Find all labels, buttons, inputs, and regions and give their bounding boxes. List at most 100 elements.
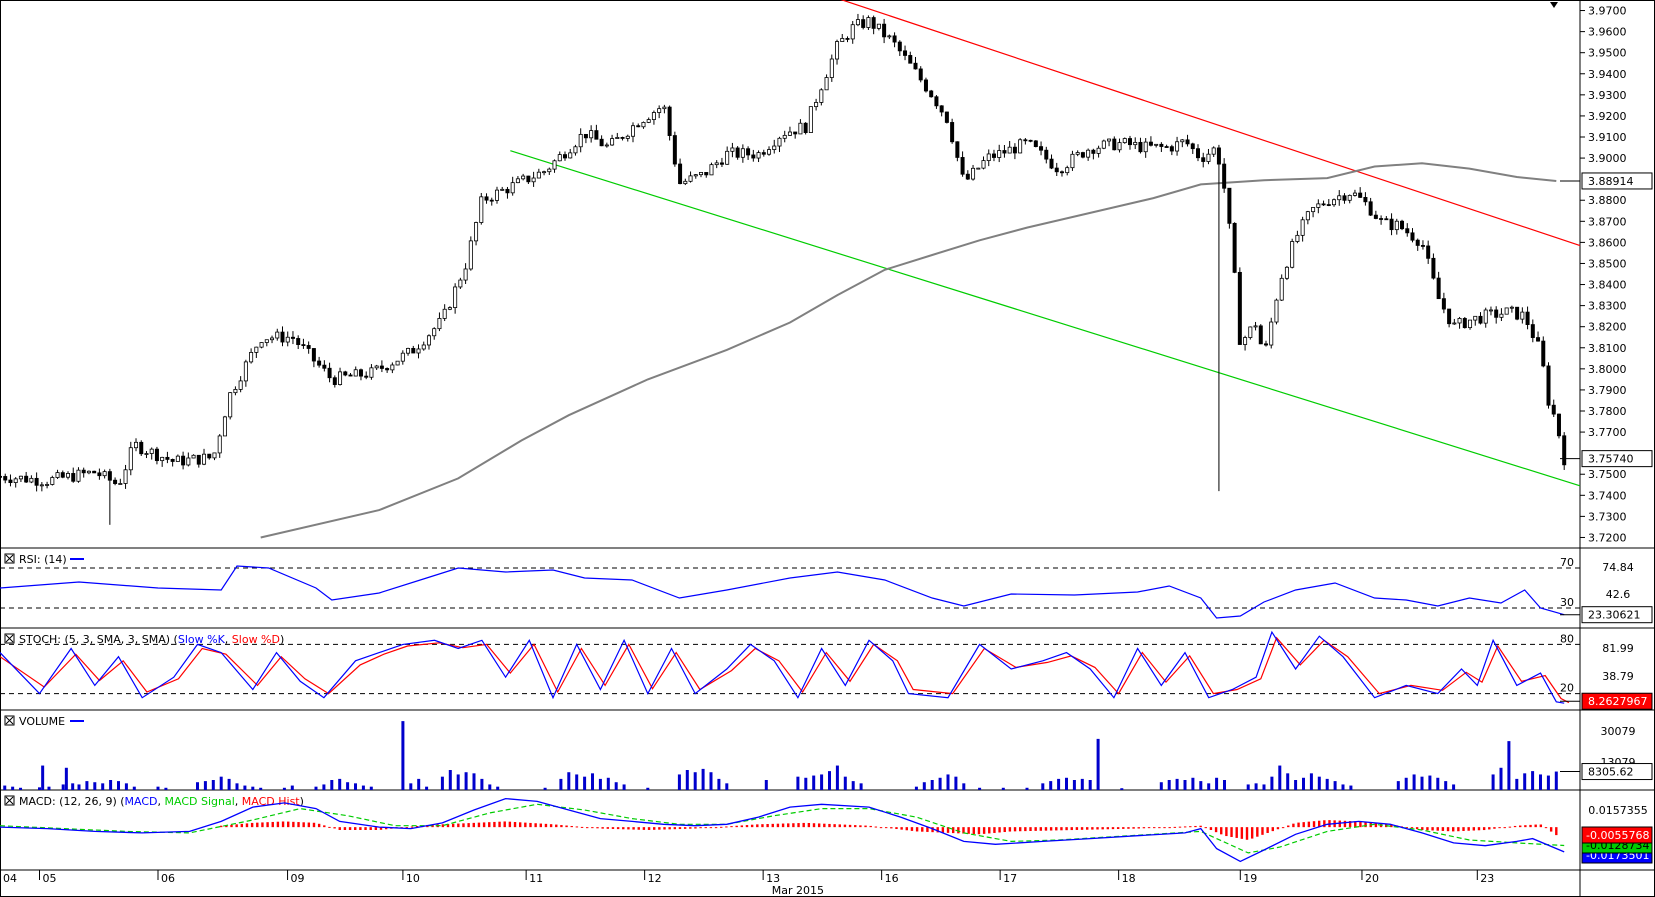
volume-bar [211,780,215,790]
x-tick-label: 06 [161,872,175,885]
trend-line-support [510,150,1581,487]
candle-body [81,469,86,474]
candle-body [474,222,479,242]
x-tick-label: 11 [529,872,543,885]
macd-hist-bar [302,822,305,828]
candle-body [971,167,976,180]
macd-hist-bar [756,824,759,828]
candle-body [170,459,175,462]
volume-bar [338,778,342,790]
candle-body [672,135,677,165]
macd-hist-bar [1307,821,1311,828]
candle-body [1206,153,1211,162]
candle-body [1065,167,1070,174]
macd-hist-bar [513,821,517,828]
candle-body [767,149,772,155]
candle-body [1232,222,1237,273]
macd-hist-bar [1426,827,1429,831]
macd-hist-bar [1338,820,1341,828]
candle-body [552,160,557,170]
candle-body [118,483,123,485]
candle-body [1284,266,1289,279]
macd-hist-bar [787,823,790,828]
candle-body [1473,315,1478,321]
candle-body [934,96,939,107]
candle-body [515,178,520,184]
candle-body [845,38,850,40]
macd-hist-bar [843,824,847,828]
candle-body [160,456,165,462]
candle-body [395,360,400,366]
volume-bar [330,780,334,790]
volume-bar [1246,784,1250,790]
candle-body [1101,140,1106,149]
macd-hist-bar [1524,825,1527,828]
candle-body [798,122,803,135]
candle-body [740,148,745,158]
candle-body [903,50,908,56]
candle-body [76,469,81,482]
candle-body [426,335,431,346]
macd-value-box [1581,826,1653,844]
macd-hist-bar [297,822,300,828]
macd-hist-bar [1431,827,1434,831]
price-tick-label: 3.9200 [1588,110,1627,123]
macd-hist-bar [941,827,945,833]
macd-value-label: -0.0055768 [1586,829,1649,842]
candle-body [134,441,139,449]
candle-body [730,147,735,152]
volume-bar [464,772,468,790]
volume-bar [1507,741,1511,790]
macd-hist-bar [606,827,610,829]
candle-body [390,364,395,371]
macd-hist-bar [694,827,697,829]
macd-hist-bar [1544,827,1548,829]
candle-body [761,152,766,155]
candle-body [1515,306,1520,320]
volume-bar [962,783,966,790]
candle-body [1070,153,1075,169]
x-tick-label: 12 [648,872,662,885]
candle-body [709,164,714,176]
volume-bar [417,778,421,790]
candle-body [322,364,327,369]
macd-hist-bar [1292,823,1295,828]
candle-body [1368,201,1373,216]
candle-body [536,171,541,179]
candle-body [1342,195,1347,201]
candle-body [1159,143,1164,147]
candle-body [829,58,834,78]
candle-body [259,342,264,348]
candle-body [442,308,447,319]
volume-bar [11,786,15,790]
macd-hist-bar [1467,827,1470,831]
candle-body [1373,214,1378,219]
macd-hist-bar [1049,827,1053,831]
candle-body [1164,146,1169,148]
volume-bar [401,721,405,790]
candle-body [991,153,996,158]
candle-body [573,146,578,154]
volume-bar [243,785,247,790]
candle-body [1337,195,1342,201]
macd-hist-bar [848,824,852,828]
candle-body [1112,138,1117,151]
macd-hist-bar [833,824,836,828]
macd-hist-bar [225,825,228,828]
macd-hist-bar [1137,827,1140,829]
candle-body [1127,138,1132,146]
candle-body [704,172,709,176]
price-tick-label: 3.7800 [1588,405,1627,418]
volume-bar [1554,771,1558,790]
volume-bar [843,776,847,790]
macd-hist-bar [622,827,625,830]
candle-body [154,448,159,462]
candle-body [683,180,688,185]
candle-body [45,484,50,486]
volume-bar [622,784,626,790]
macd-hist-bar [771,823,774,828]
volume-bar [820,774,824,790]
macd-hist-bar [720,826,723,828]
candle-body [751,154,756,159]
macd-hist-bar [1075,827,1079,830]
